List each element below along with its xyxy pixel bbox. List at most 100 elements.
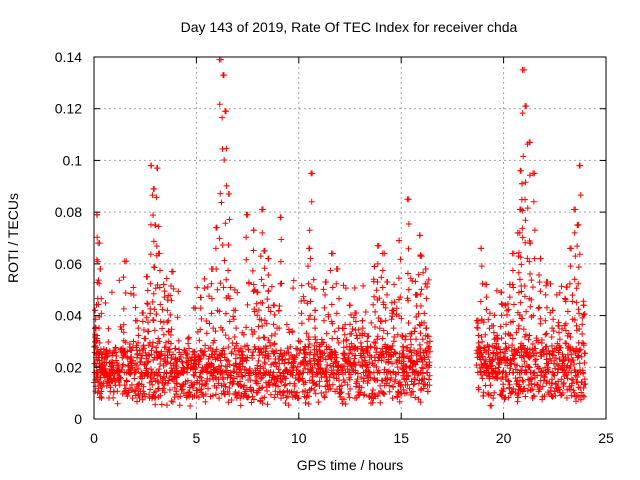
noise-point xyxy=(504,356,511,363)
noise-point xyxy=(357,389,364,396)
spike-point xyxy=(564,345,571,352)
noise-point xyxy=(500,381,507,388)
spike-point xyxy=(569,298,576,305)
peak-point xyxy=(96,348,103,355)
noise-point xyxy=(254,365,261,372)
peak-point xyxy=(265,255,272,262)
y-tick-label: 0 xyxy=(74,411,82,427)
spike-point xyxy=(520,153,527,160)
spike-point xyxy=(251,328,258,335)
noise-point xyxy=(295,395,302,402)
spike-point xyxy=(329,335,336,342)
noise-point xyxy=(405,286,412,293)
noise-point xyxy=(267,391,274,398)
spike-point xyxy=(306,227,313,234)
spike-point xyxy=(212,348,219,355)
noise-point xyxy=(311,387,318,394)
spike-point xyxy=(347,321,353,328)
noise-point xyxy=(123,378,130,385)
spike-point xyxy=(140,326,147,333)
noise-point xyxy=(161,288,168,295)
noise-point xyxy=(505,377,512,384)
spike-point xyxy=(371,354,378,361)
noise-point xyxy=(209,392,216,399)
x-axis-label: GPS time / hours xyxy=(297,457,404,473)
spike-point xyxy=(571,276,578,283)
spike-point xyxy=(404,295,411,302)
noise-point xyxy=(166,386,173,393)
spike-point xyxy=(265,369,272,376)
spike-point xyxy=(244,301,251,308)
peak-point xyxy=(152,222,159,229)
spike-point xyxy=(527,270,534,277)
noise-point xyxy=(114,400,121,407)
spike-point xyxy=(498,312,505,319)
spike-point xyxy=(151,327,158,334)
spike-point xyxy=(528,277,535,284)
noise-point xyxy=(331,348,338,355)
peak-point xyxy=(347,302,353,309)
noise-point xyxy=(168,398,175,405)
noise-point xyxy=(505,394,512,401)
spike-point xyxy=(219,326,226,333)
spike-point xyxy=(208,310,215,317)
noise-point xyxy=(545,368,552,375)
noise-point xyxy=(271,394,278,401)
noise-point xyxy=(285,349,292,356)
spike-point xyxy=(526,350,533,357)
noise-point xyxy=(389,313,396,320)
spike-point xyxy=(490,329,497,336)
noise-point xyxy=(345,356,352,363)
noise-point xyxy=(228,397,235,404)
noise-point xyxy=(280,389,287,396)
noise-point xyxy=(391,281,398,288)
noise-point xyxy=(551,388,558,395)
noise-point xyxy=(400,386,407,393)
spike-point xyxy=(352,352,359,359)
spike-point xyxy=(165,317,172,324)
noise-point xyxy=(202,391,209,398)
spike-point xyxy=(536,271,543,278)
noise-point xyxy=(226,390,233,397)
spike-point xyxy=(157,301,164,308)
spike-point xyxy=(152,285,159,292)
spike-point xyxy=(380,301,387,308)
noise-point xyxy=(275,383,282,390)
noise-point xyxy=(149,381,156,388)
spike-point xyxy=(221,257,228,264)
spike-point xyxy=(497,346,504,353)
noise-point xyxy=(523,308,530,315)
noise-point xyxy=(373,287,380,294)
noise-point xyxy=(118,326,125,333)
noise-point xyxy=(258,385,265,392)
noise-point xyxy=(373,345,380,352)
noise-point xyxy=(226,361,233,368)
noise-point xyxy=(331,328,338,335)
noise-point xyxy=(217,357,224,364)
peak-point xyxy=(390,307,397,314)
spike-point xyxy=(198,315,205,322)
spike-point xyxy=(573,299,580,306)
spike-point xyxy=(251,308,258,315)
noise-point xyxy=(225,335,232,342)
noise-point xyxy=(417,322,424,329)
spike-point xyxy=(168,297,175,304)
spike-point xyxy=(197,326,204,333)
noise-point xyxy=(320,339,327,346)
spike-point xyxy=(250,247,257,254)
spike-point xyxy=(208,295,215,302)
noise-point xyxy=(177,351,184,358)
spike-point xyxy=(531,369,538,376)
peak-point xyxy=(555,322,562,329)
spike-point xyxy=(120,274,127,281)
noise-point xyxy=(278,379,285,386)
spike-point xyxy=(478,333,485,340)
noise-point xyxy=(513,378,520,385)
peak-point xyxy=(121,258,128,265)
spike-point xyxy=(407,336,414,343)
noise-point xyxy=(169,398,176,405)
noise-point xyxy=(569,380,576,387)
peak-point xyxy=(559,353,566,360)
spike-point xyxy=(329,284,336,291)
peak-point xyxy=(140,309,147,316)
